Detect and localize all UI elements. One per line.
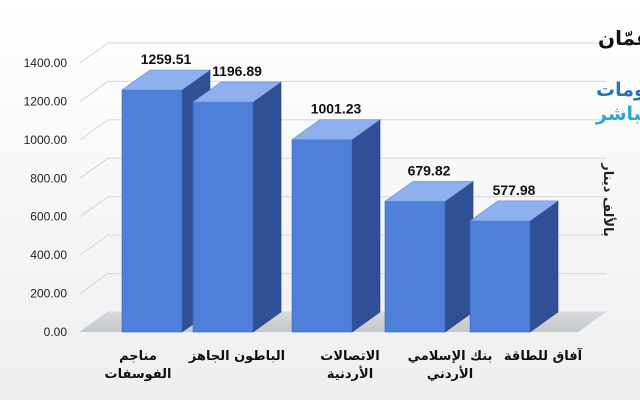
category-label: الباطون الجاهز [188, 349, 285, 364]
category-label: بنك الإسلامي [408, 349, 493, 364]
logo-line-2: مباشر [595, 103, 640, 125]
category-label: الفوسفات [105, 367, 172, 382]
gridline [79, 157, 606, 179]
y-tick-label: 1000.00 [24, 133, 68, 147]
y-tick-label: 800.00 [30, 171, 67, 185]
bar-side-face [444, 180, 474, 333]
bar [469, 200, 559, 333]
bar [291, 119, 381, 333]
category-label: الأردني [427, 365, 473, 382]
bars: 1259.51 1196.89 1001.23 679.82 577.98 [121, 51, 559, 333]
bar-front-face [469, 220, 531, 333]
bar-side-face [351, 119, 381, 333]
category-label: آفاق للطاقة [504, 347, 583, 364]
bar-value-label: 1001.23 [311, 101, 362, 117]
category-label: مناجم [119, 349, 157, 364]
bar-value-label: 1196.89 [212, 63, 262, 79]
bar-value-label: 577.98 [493, 182, 536, 198]
y-tick-label: 400.00 [30, 248, 67, 262]
bar-front-face [192, 101, 254, 333]
unit-label: بالألف دينار [600, 162, 617, 237]
bar-side-face [529, 200, 559, 333]
bar-value-label: 1259.51 [141, 51, 192, 67]
category-label: الأردنية [327, 365, 373, 382]
y-tick-label: 0.00 [44, 325, 68, 339]
gridline [79, 119, 606, 141]
y-tick-label: 1200.00 [24, 94, 68, 108]
chart-title: أنشط 5 أسهم قيمةً ببورصة عمّان [598, 24, 640, 50]
gridline [79, 80, 606, 102]
bar-top-face [192, 81, 282, 103]
y-tick-label: 1400.00 [24, 56, 68, 70]
bar-front-face [121, 89, 183, 333]
y-tick-label: 200.00 [30, 287, 67, 301]
bar-value-label: 679.82 [408, 162, 451, 178]
bar-front-face [384, 201, 446, 333]
logo-line-1: معلومات [596, 79, 640, 101]
y-tick-label: 600.00 [30, 210, 67, 224]
bar-top-face [469, 200, 559, 222]
bar [384, 180, 474, 333]
bar-top-face [384, 181, 474, 202]
bar-front-face [291, 139, 353, 333]
brand-logo: معلومات مباشر [595, 79, 640, 125]
bar-top-face [291, 119, 381, 140]
category-label: الاتصالات [320, 349, 379, 364]
bar-side-face [252, 81, 282, 333]
gridline [79, 42, 606, 64]
y-axis: 0.00 200.00 400.00 600.00 800.00 1000.00 1200.… [24, 56, 68, 339]
bar-top-face [121, 69, 211, 91]
bar [192, 81, 282, 333]
